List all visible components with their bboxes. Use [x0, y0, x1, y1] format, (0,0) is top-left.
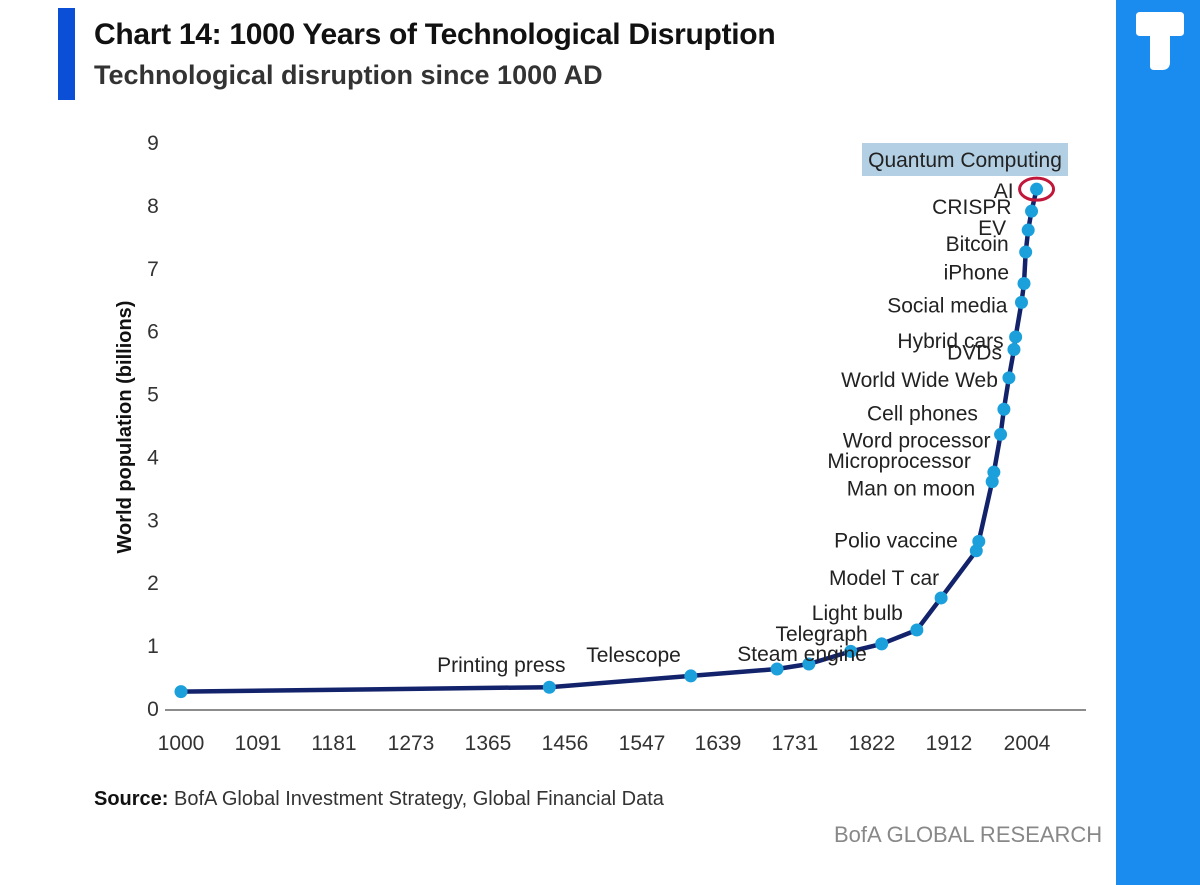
label-hybrid-cars: Hybrid cars — [897, 330, 1003, 353]
label-bitcoin: Bitcoin — [946, 233, 1009, 256]
data-point — [972, 534, 986, 548]
x-tick-label: 1000 — [158, 732, 205, 755]
source-text: BofA Global Investment Strategy, Global … — [168, 788, 664, 810]
label-ev: EV — [978, 217, 1006, 240]
source-note: Source: BofA Global Investment Strategy,… — [94, 788, 664, 811]
label-printing-press: Printing press — [437, 654, 565, 677]
data-point — [997, 402, 1011, 416]
y-tick-label: 6 — [147, 321, 159, 344]
chart-series — [174, 176, 1056, 699]
label-steam-engine: Steam engine — [737, 643, 867, 666]
label-model-t-car: Model T car — [829, 567, 939, 590]
data-point — [770, 662, 784, 676]
title-accent-bar — [58, 8, 75, 100]
x-tick-label: 1456 — [542, 732, 589, 755]
label-microprocessor: Microprocessor — [827, 450, 971, 473]
brand-footer: BofA GLOBAL RESEARCH — [834, 822, 1103, 847]
label-crispr: CRISPR — [932, 196, 1011, 219]
y-tick-label: 9 — [147, 132, 159, 155]
label-polio-vaccine: Polio vaccine — [834, 529, 958, 552]
source-label: Source: — [94, 788, 169, 810]
data-point — [1002, 371, 1016, 385]
label-telegraph: Telegraph — [775, 623, 867, 646]
y-tick-label: 2 — [147, 572, 159, 595]
x-tick-label: 1365 — [465, 732, 512, 755]
data-point — [1009, 330, 1023, 344]
label-quantum-computing: Quantum Computing — [868, 149, 1062, 172]
label-ai: AI — [994, 180, 1014, 203]
x-tick-label: 1822 — [849, 732, 896, 755]
data-point — [1017, 277, 1031, 290]
label-world-wide-web: World Wide Web — [841, 369, 998, 392]
quantum-highlight-box — [862, 143, 1068, 176]
data-point — [987, 465, 1001, 479]
ai-highlight-ring — [1018, 176, 1056, 202]
x-tick-label: 1912 — [926, 732, 973, 755]
data-point — [684, 669, 698, 683]
label-iphone: iPhone — [944, 262, 1009, 285]
chart-point-labels: Printing press Telescope Steam engineTeleg… — [437, 143, 1068, 677]
y-axis-title: World population (billions) — [114, 301, 136, 554]
data-point — [875, 637, 889, 651]
x-tick-label: 1547 — [619, 732, 666, 755]
y-tick-label: 8 — [147, 195, 159, 218]
y-tick-label: 1 — [147, 635, 159, 658]
data-point — [1030, 182, 1044, 196]
label-dvds: DVDs — [947, 342, 1002, 365]
data-point — [1007, 343, 1021, 357]
x-tick-label: 1731 — [772, 732, 819, 755]
data-point — [174, 685, 188, 699]
data-point — [844, 644, 858, 658]
label-word-processor: Word processor — [843, 429, 991, 452]
x-tick-label: 1091 — [235, 732, 282, 755]
x-tick-label: 1639 — [695, 732, 742, 755]
data-point — [1014, 295, 1028, 309]
label-cell-phones: Cell phones — [867, 402, 978, 425]
label-social-media: Social media — [887, 294, 1008, 317]
x-tick-label: 2004 — [1004, 732, 1051, 755]
side-panel — [1116, 0, 1200, 885]
chart-axes: 1000 1091 1181 1273 1365 1456 1547 1639 1731 1822… — [114, 132, 1086, 755]
x-tick-label: 1273 — [388, 732, 435, 755]
label-light-bulb: Light bulb — [812, 602, 903, 625]
population-line-chart: 1000 1091 1181 1273 1365 1456 1547 1639 1731 1822… — [114, 132, 1086, 755]
y-tick-label: 3 — [147, 509, 159, 532]
data-point — [1021, 223, 1035, 237]
data-point — [542, 680, 556, 694]
data-point — [1025, 204, 1039, 218]
x-tick-label: 1181 — [311, 732, 356, 755]
data-point — [910, 623, 924, 637]
y-tick-label: 4 — [147, 446, 159, 469]
data-point — [802, 657, 816, 671]
chart-subtitle: Technological disruption since 1000 AD — [94, 60, 603, 90]
data-point — [1019, 245, 1033, 259]
y-tick-label: 5 — [147, 384, 159, 407]
chart-title: Chart 14: 1000 Years of Technological Di… — [94, 18, 776, 51]
label-telescope: Telescope — [586, 644, 681, 667]
brand-logo-icon — [1136, 12, 1184, 70]
y-tick-label: 7 — [147, 258, 159, 281]
data-point — [994, 427, 1008, 441]
y-tick-label: 0 — [147, 698, 159, 721]
data-point — [934, 591, 948, 605]
label-man-on-moon: Man on moon — [847, 478, 975, 501]
